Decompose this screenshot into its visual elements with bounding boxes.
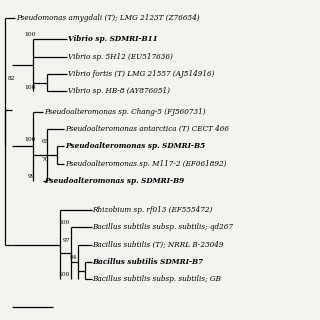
- Text: Pseudoalteromonas sp. Chang-5 (FJ560731): Pseudoalteromonas sp. Chang-5 (FJ560731): [44, 108, 206, 116]
- Text: Pseudoalteromonas sp. M117-2 (EF061892): Pseudoalteromonas sp. M117-2 (EF061892): [65, 160, 226, 168]
- Text: 100: 100: [24, 84, 36, 90]
- Text: Pseudoalteromonas sp. SDMRI-B9: Pseudoalteromonas sp. SDMRI-B9: [44, 177, 184, 185]
- Text: Vibrio fortis (T) LMG 21557 (AJ514916): Vibrio fortis (T) LMG 21557 (AJ514916): [68, 70, 215, 78]
- Text: 100: 100: [59, 220, 70, 225]
- Text: 99: 99: [28, 174, 36, 179]
- Text: 70: 70: [42, 157, 49, 162]
- Text: 100: 100: [24, 137, 36, 141]
- Text: Bacillus subtilis (T); NRRL B-23049: Bacillus subtilis (T); NRRL B-23049: [92, 241, 224, 249]
- Text: Vibrio sp. 5H12 (EU517636): Vibrio sp. 5H12 (EU517636): [68, 53, 173, 61]
- Text: 65: 65: [42, 140, 49, 144]
- Text: 100: 100: [59, 272, 70, 277]
- Text: 82: 82: [7, 76, 15, 81]
- Text: Bacillus subtilis subsp. subtilis; GB: Bacillus subtilis subsp. subtilis; GB: [92, 275, 222, 283]
- Text: 94: 94: [69, 255, 77, 260]
- Text: Pseudoalteromonas sp. SDMRI-B5: Pseudoalteromonas sp. SDMRI-B5: [65, 142, 205, 150]
- Text: Bacillus subtilis subsp. subtilis; qd267: Bacillus subtilis subsp. subtilis; qd267: [92, 223, 234, 231]
- Text: Bacillus subtilis SDMRI-B7: Bacillus subtilis SDMRI-B7: [92, 258, 204, 266]
- Text: Pseudoalteromonas antarctica (T) CECT 466: Pseudoalteromonas antarctica (T) CECT 46…: [65, 125, 229, 133]
- Text: Vibrio sp. HB-8 (AY876051): Vibrio sp. HB-8 (AY876051): [68, 87, 170, 95]
- Text: Pseudomonas amygdali (T); LMG 2123T (Z76654): Pseudomonas amygdali (T); LMG 2123T (Z76…: [16, 14, 200, 22]
- Text: Rhizobium sp. rf013 (EF555472): Rhizobium sp. rf013 (EF555472): [92, 206, 213, 214]
- Text: 100: 100: [24, 33, 36, 37]
- Text: Vibrio sp. SDMRI-B11: Vibrio sp. SDMRI-B11: [68, 35, 158, 43]
- Text: 97: 97: [63, 238, 70, 243]
